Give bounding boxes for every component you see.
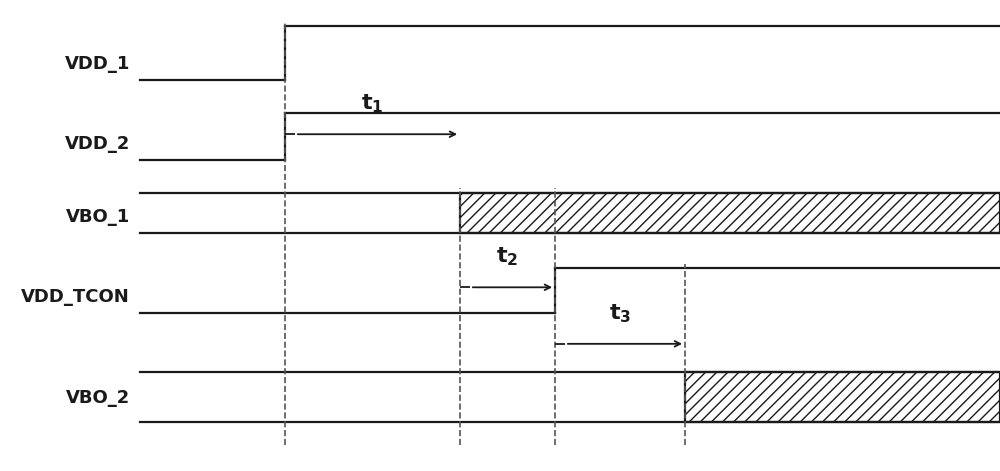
Text: VDD_TCON: VDD_TCON: [21, 288, 130, 306]
Bar: [685, 372, 1000, 422]
Bar: [460, 193, 1000, 233]
Text: $\mathbf{t_3}$: $\mathbf{t_3}$: [609, 302, 631, 325]
Text: VDD_2: VDD_2: [65, 135, 130, 153]
Text: $\mathbf{t_1}$: $\mathbf{t_1}$: [361, 93, 384, 115]
Text: VBO_2: VBO_2: [66, 389, 130, 407]
Text: VBO_1: VBO_1: [66, 208, 130, 226]
Text: $\mathbf{t_2}$: $\mathbf{t_2}$: [496, 246, 519, 268]
Text: VDD_1: VDD_1: [65, 55, 130, 73]
